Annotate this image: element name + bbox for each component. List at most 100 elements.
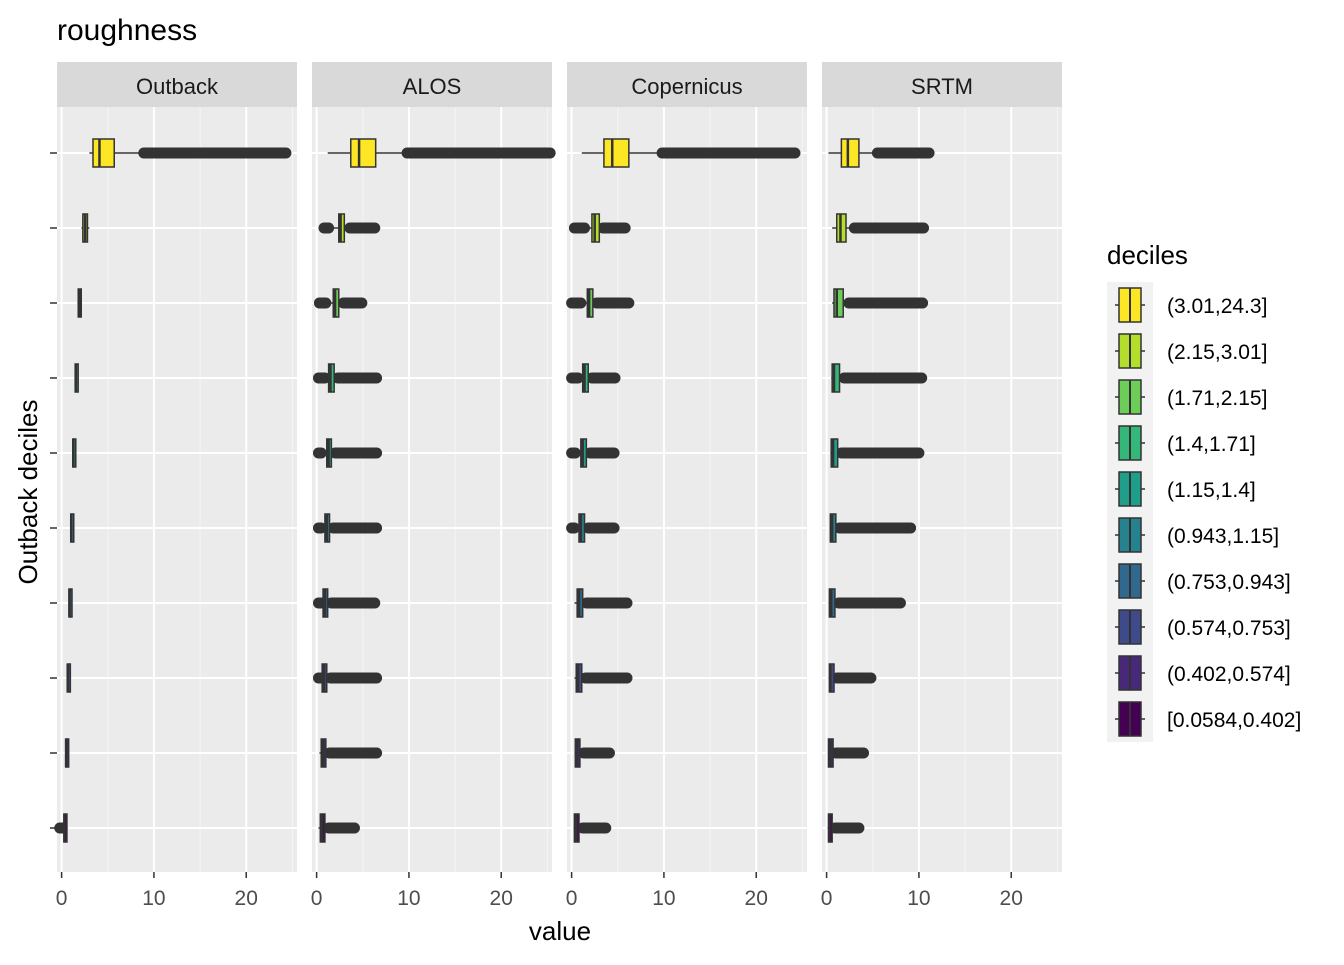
x-tick-label: 10 <box>142 887 165 910</box>
boxplot <box>829 513 917 543</box>
legend-entry: (0.943,1.15] <box>1115 517 1279 553</box>
boxplot <box>574 588 633 618</box>
box <box>831 363 841 393</box>
panel-background <box>312 107 552 872</box>
legend-entry: (1.4,1.71] <box>1115 425 1256 461</box>
legend-entry: (0.402,0.574] <box>1115 655 1291 691</box>
boxplot <box>77 288 82 318</box>
x-tick-label: 20 <box>745 887 768 910</box>
boxplot <box>828 138 935 168</box>
legend-entries: (3.01,24.3] (2.15,3.01] (1.71,2.15] (1.4,1.… <box>1115 287 1301 737</box>
boxplot <box>89 138 292 168</box>
boxplot <box>81 213 90 243</box>
legend-title: deciles <box>1107 240 1188 270</box>
boxplot <box>312 438 383 468</box>
boxplot <box>566 363 621 393</box>
x-tick-label: 20 <box>490 887 513 910</box>
boxplot <box>312 513 383 543</box>
legend-label: (0.753,0.943] <box>1167 571 1291 594</box>
panel-srtm: SRTM 0 10 20 <box>821 62 1062 910</box>
x-tick-label: 10 <box>652 887 675 910</box>
boxplot <box>574 738 615 768</box>
strip-background <box>822 62 1062 107</box>
boxplot <box>568 213 631 243</box>
strip-background <box>312 62 552 107</box>
boxplot <box>68 588 73 618</box>
boxplot <box>312 663 383 693</box>
legend-entry: (3.01,24.3] <box>1115 287 1267 323</box>
boxplot <box>566 513 620 543</box>
boxplot <box>318 213 381 243</box>
x-tick-label: 20 <box>1000 887 1023 910</box>
legend-label: (1.15,1.4] <box>1167 479 1256 502</box>
x-tick-label: 10 <box>397 887 420 910</box>
panel-background <box>822 107 1062 872</box>
boxplot <box>566 438 620 468</box>
panel-alos: ALOS 0 10 20 <box>311 62 556 910</box>
boxplot <box>827 738 870 768</box>
boxplot <box>573 813 612 843</box>
box <box>350 138 377 168</box>
strip-background <box>567 62 807 107</box>
x-tick-label: 20 <box>235 887 258 910</box>
boxplot <box>69 513 75 543</box>
box <box>92 138 115 168</box>
box <box>833 288 844 318</box>
boxplot <box>64 738 70 768</box>
boxplot <box>319 738 383 768</box>
chart-title: roughness <box>57 14 197 47</box>
legend-entry: (2.15,3.01] <box>1115 333 1267 369</box>
legend-label: [0.0584,0.402] <box>1167 709 1301 732</box>
panel-outback: Outback 0 10 20 <box>54 62 297 910</box>
boxplot <box>312 588 381 618</box>
boxplot <box>312 363 383 393</box>
legend-label: (1.4,1.71] <box>1167 433 1256 456</box>
legend-label: (0.402,0.574] <box>1167 663 1291 686</box>
boxplot <box>66 663 72 693</box>
boxplot <box>830 438 925 468</box>
boxplot <box>54 813 68 843</box>
boxplot <box>831 363 928 393</box>
boxplot <box>327 138 556 168</box>
legend-entry: [0.0584,0.402] <box>1115 701 1301 737</box>
panel-background <box>567 107 807 872</box>
boxplot <box>574 663 633 693</box>
panel-background <box>57 107 297 872</box>
strip-label: Outback <box>136 74 219 99</box>
facet-panels: Outback 0 10 20 ALOS 0 10 20 Copernicus 0 10 20 SRTM… <box>54 62 1062 910</box>
legend-label: (0.574,0.753] <box>1167 617 1291 640</box>
legend-entry: (0.574,0.753] <box>1115 609 1291 645</box>
y-axis-label: Outback deciles <box>13 400 43 585</box>
legend: deciles (3.01,24.3] (2.15,3.01] (1.71,2.15… <box>1107 240 1301 742</box>
panel-copernicus: Copernicus 0 10 20 <box>566 62 807 910</box>
legend-label: (1.71,2.15] <box>1167 387 1267 410</box>
strip-background <box>57 62 297 107</box>
boxplot <box>832 213 930 243</box>
boxplot <box>566 288 635 318</box>
strip-label: SRTM <box>911 74 973 99</box>
boxplot <box>827 813 865 843</box>
boxplot <box>828 663 877 693</box>
boxplot <box>313 288 368 318</box>
x-tick-label: 0 <box>56 887 68 910</box>
legend-label: (0.943,1.15] <box>1167 525 1279 548</box>
box <box>840 138 860 168</box>
legend-entry: (1.15,1.4] <box>1115 471 1256 507</box>
box <box>830 438 839 468</box>
boxplot <box>828 588 906 618</box>
boxplot <box>74 363 79 393</box>
x-axis-label: value <box>529 916 591 946</box>
strip-label: ALOS <box>403 74 462 99</box>
legend-entry: (0.753,0.943] <box>1115 563 1291 599</box>
legend-entry: (1.71,2.15] <box>1115 379 1267 415</box>
y-axis-ticks <box>50 152 57 829</box>
boxplot <box>318 813 360 843</box>
legend-label: (2.15,3.01] <box>1167 341 1267 364</box>
x-tick-label: 0 <box>566 887 578 910</box>
x-tick-label: 0 <box>821 887 833 910</box>
boxplot <box>581 138 801 168</box>
boxplot <box>832 288 929 318</box>
strip-label: Copernicus <box>631 74 742 99</box>
